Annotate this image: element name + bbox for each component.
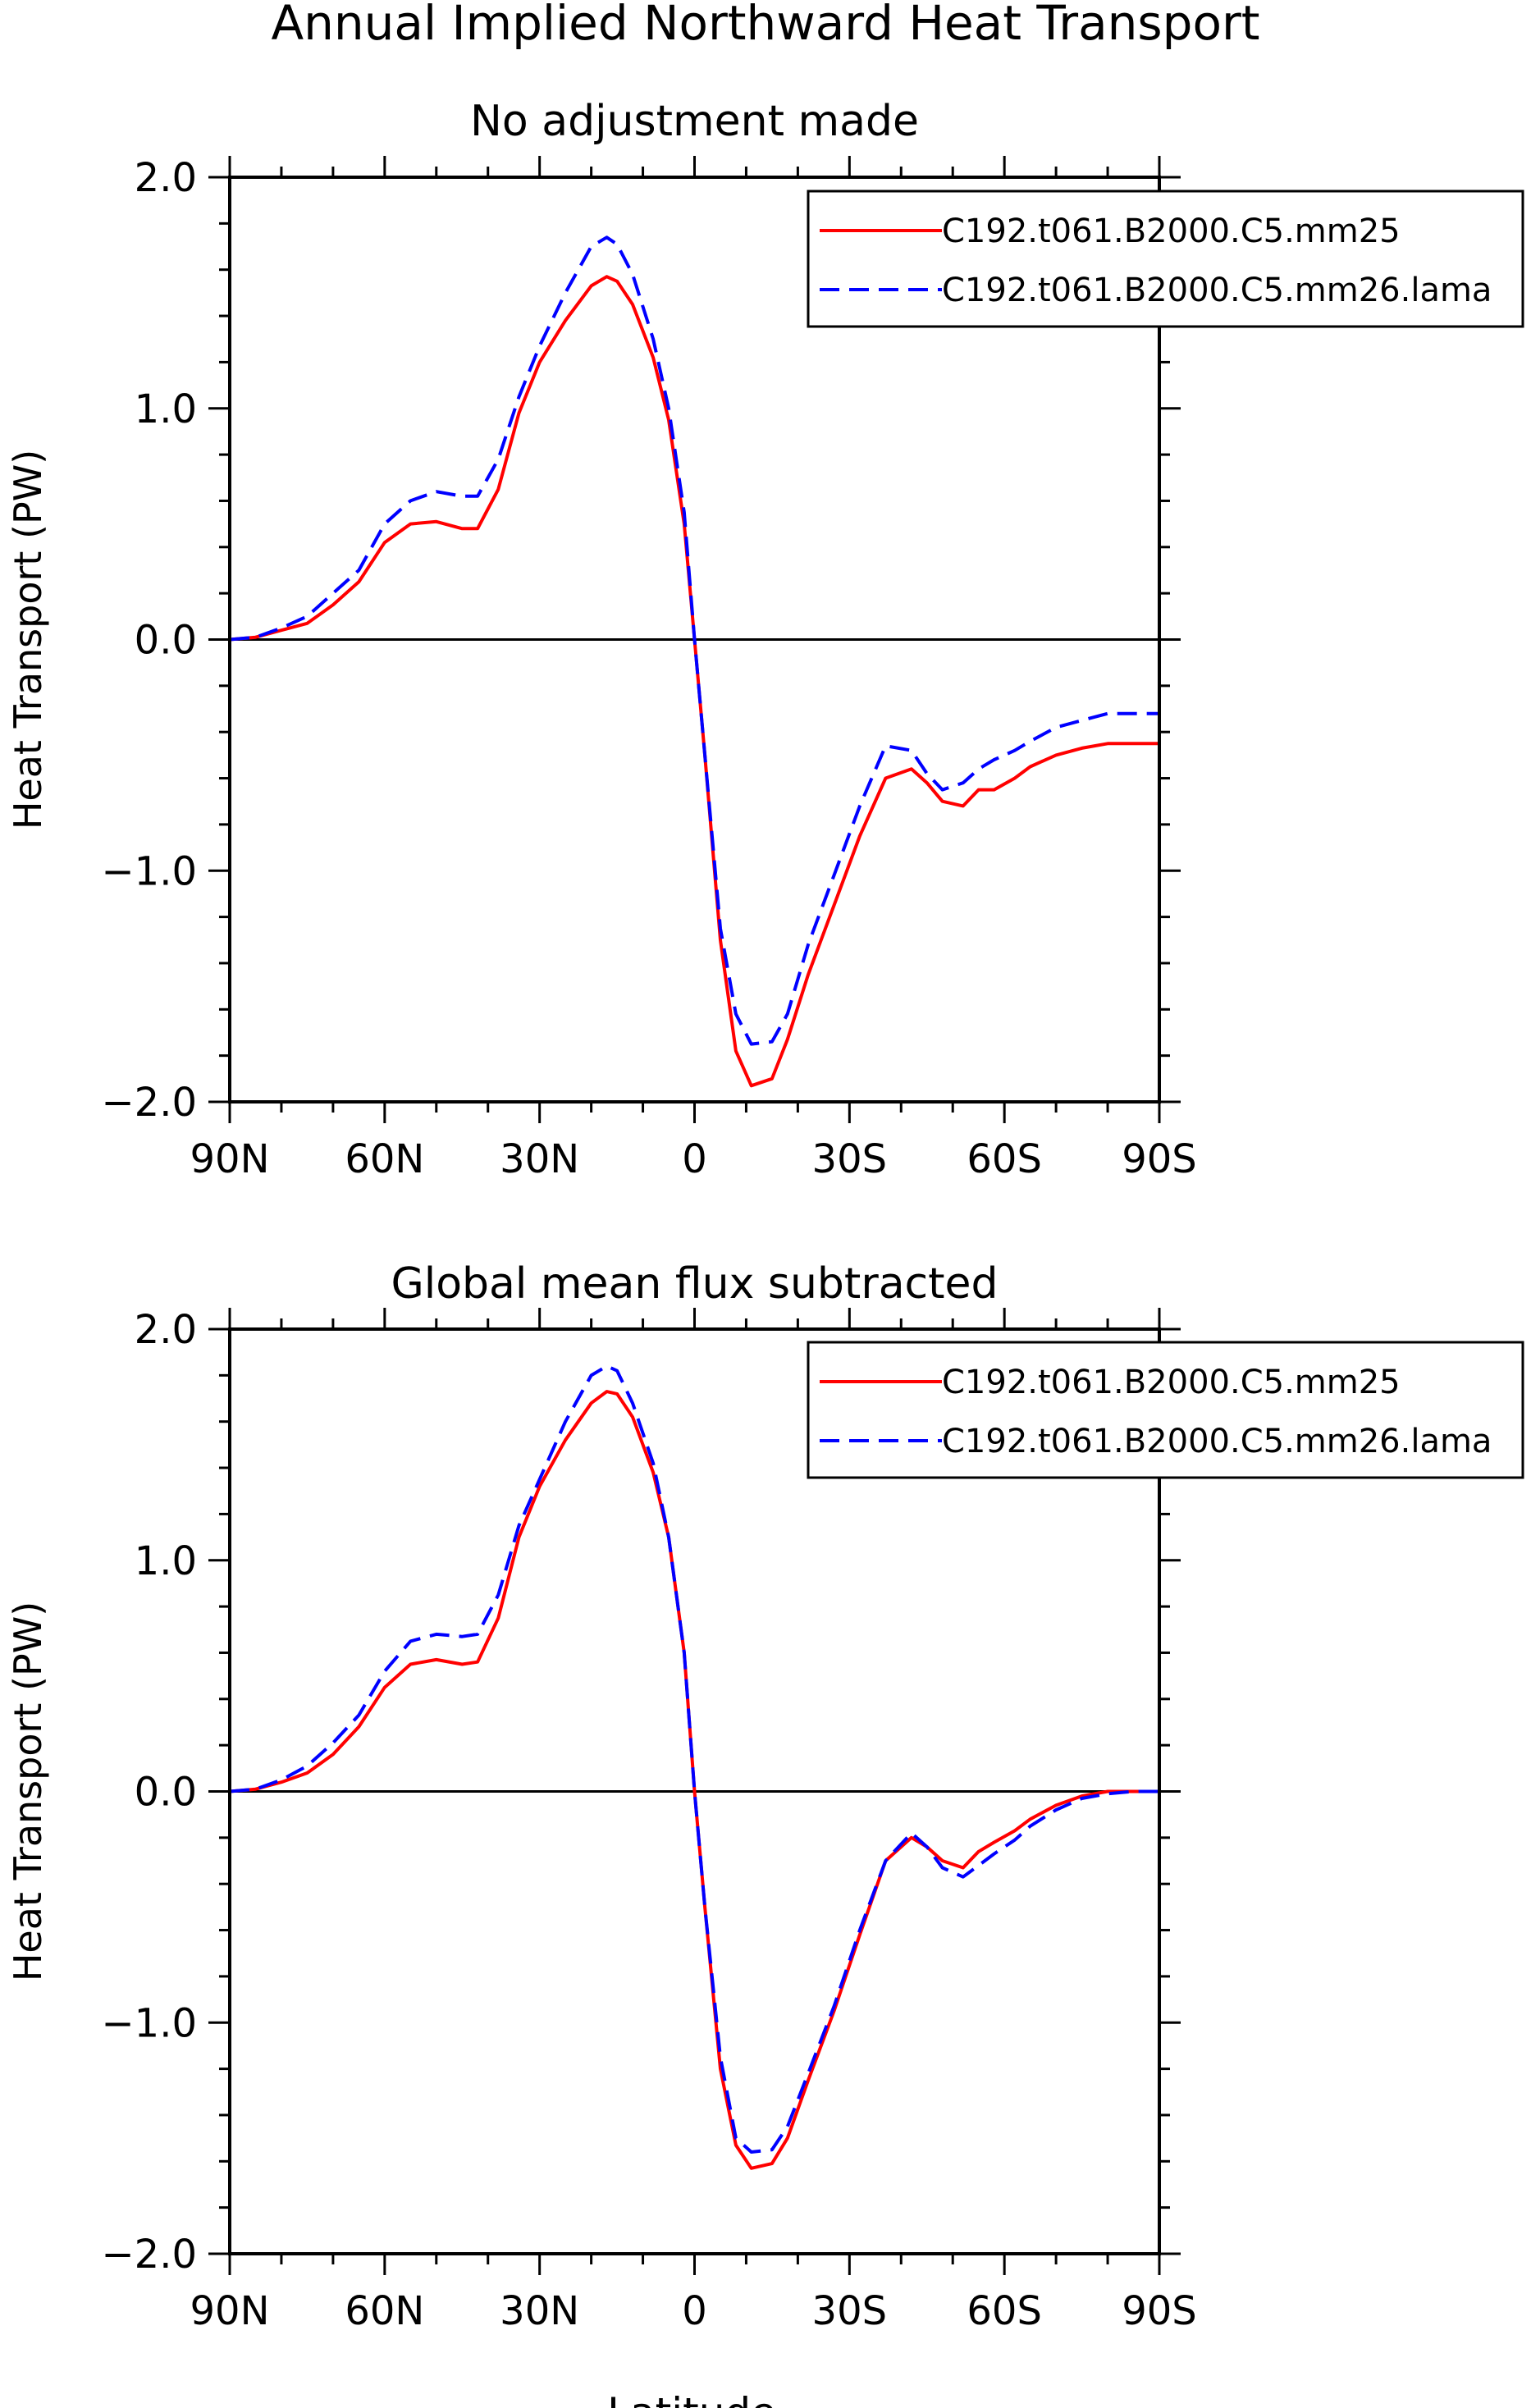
panel-title: Global mean flux subtracted bbox=[391, 1259, 998, 1309]
series-line-2 bbox=[229, 1364, 1159, 2154]
x-tick-label: 60S bbox=[967, 2288, 1042, 2334]
series-line-2 bbox=[229, 235, 1159, 1046]
x-axis-label: Latitude bbox=[607, 2389, 776, 2408]
y-tick-label: 2.0 bbox=[135, 155, 197, 201]
y-tick-label: −1.0 bbox=[101, 848, 197, 894]
legend: C192.t061.B2000.C5.mm25 C192.t061.B2000.C… bbox=[807, 190, 1524, 328]
x-tick-label: 0 bbox=[682, 2288, 707, 2334]
x-tick-label: 90N bbox=[190, 1136, 270, 1182]
panel-title: No adjustment made bbox=[470, 97, 919, 146]
x-tick-label: 90N bbox=[190, 2288, 270, 2334]
x-tick-label: 60N bbox=[345, 2288, 424, 2334]
legend-label-1: C192.t061.B2000.C5.mm25 bbox=[942, 212, 1401, 250]
legend-box bbox=[807, 190, 1524, 328]
x-tick-label: 30N bbox=[500, 2288, 579, 2334]
y-axis-label: Heat Transport (PW) bbox=[6, 450, 50, 829]
x-tick-label: 30S bbox=[812, 1136, 888, 1182]
figure-title: Annual Implied Northward Heat Transport bbox=[271, 0, 1259, 51]
x-tick-label: 90S bbox=[1122, 2288, 1197, 2334]
y-tick-label: 2.0 bbox=[135, 1307, 197, 1353]
y-axis-label: Heat Transport (PW) bbox=[6, 1602, 50, 1981]
y-tick-label: −1.0 bbox=[101, 2000, 197, 2046]
y-tick-label: 1.0 bbox=[135, 386, 197, 432]
x-tick-label: 90S bbox=[1122, 1136, 1197, 1182]
y-tick-label: 0.0 bbox=[135, 1770, 197, 1816]
x-tick-label: 30N bbox=[500, 1136, 579, 1182]
legend-label-1: C192.t061.B2000.C5.mm25 bbox=[942, 1364, 1401, 1401]
legend-label-2: C192.t061.B2000.C5.mm26.lama bbox=[942, 1423, 1492, 1460]
series-line-1 bbox=[229, 1390, 1159, 2170]
y-tick-label: −2.0 bbox=[101, 1080, 197, 1126]
x-tick-label: 0 bbox=[682, 1136, 707, 1182]
x-tick-label: 60N bbox=[345, 1136, 424, 1182]
x-tick-label: 60S bbox=[967, 1136, 1042, 1182]
y-tick-label: −2.0 bbox=[101, 2232, 197, 2278]
y-tick-label: 1.0 bbox=[135, 1538, 197, 1584]
plot-frame bbox=[228, 176, 1161, 1103]
y-tick-label: 0.0 bbox=[135, 618, 197, 664]
panel-no-adjustment: No adjustment made Heat Transport (PW) 2.0… bbox=[6, 97, 1524, 1182]
legend-box bbox=[807, 1341, 1524, 1479]
legend: C192.t061.B2000.C5.mm25 C192.t061.B2000.C… bbox=[807, 1341, 1524, 1479]
x-tick-label: 30S bbox=[812, 2288, 888, 2334]
legend-label-2: C192.t061.B2000.C5.mm26.lama bbox=[942, 272, 1492, 309]
plot-frame bbox=[228, 1327, 1161, 2255]
panel-global-mean-subtracted: Global mean flux subtracted Heat Transpor… bbox=[6, 1259, 1524, 2334]
